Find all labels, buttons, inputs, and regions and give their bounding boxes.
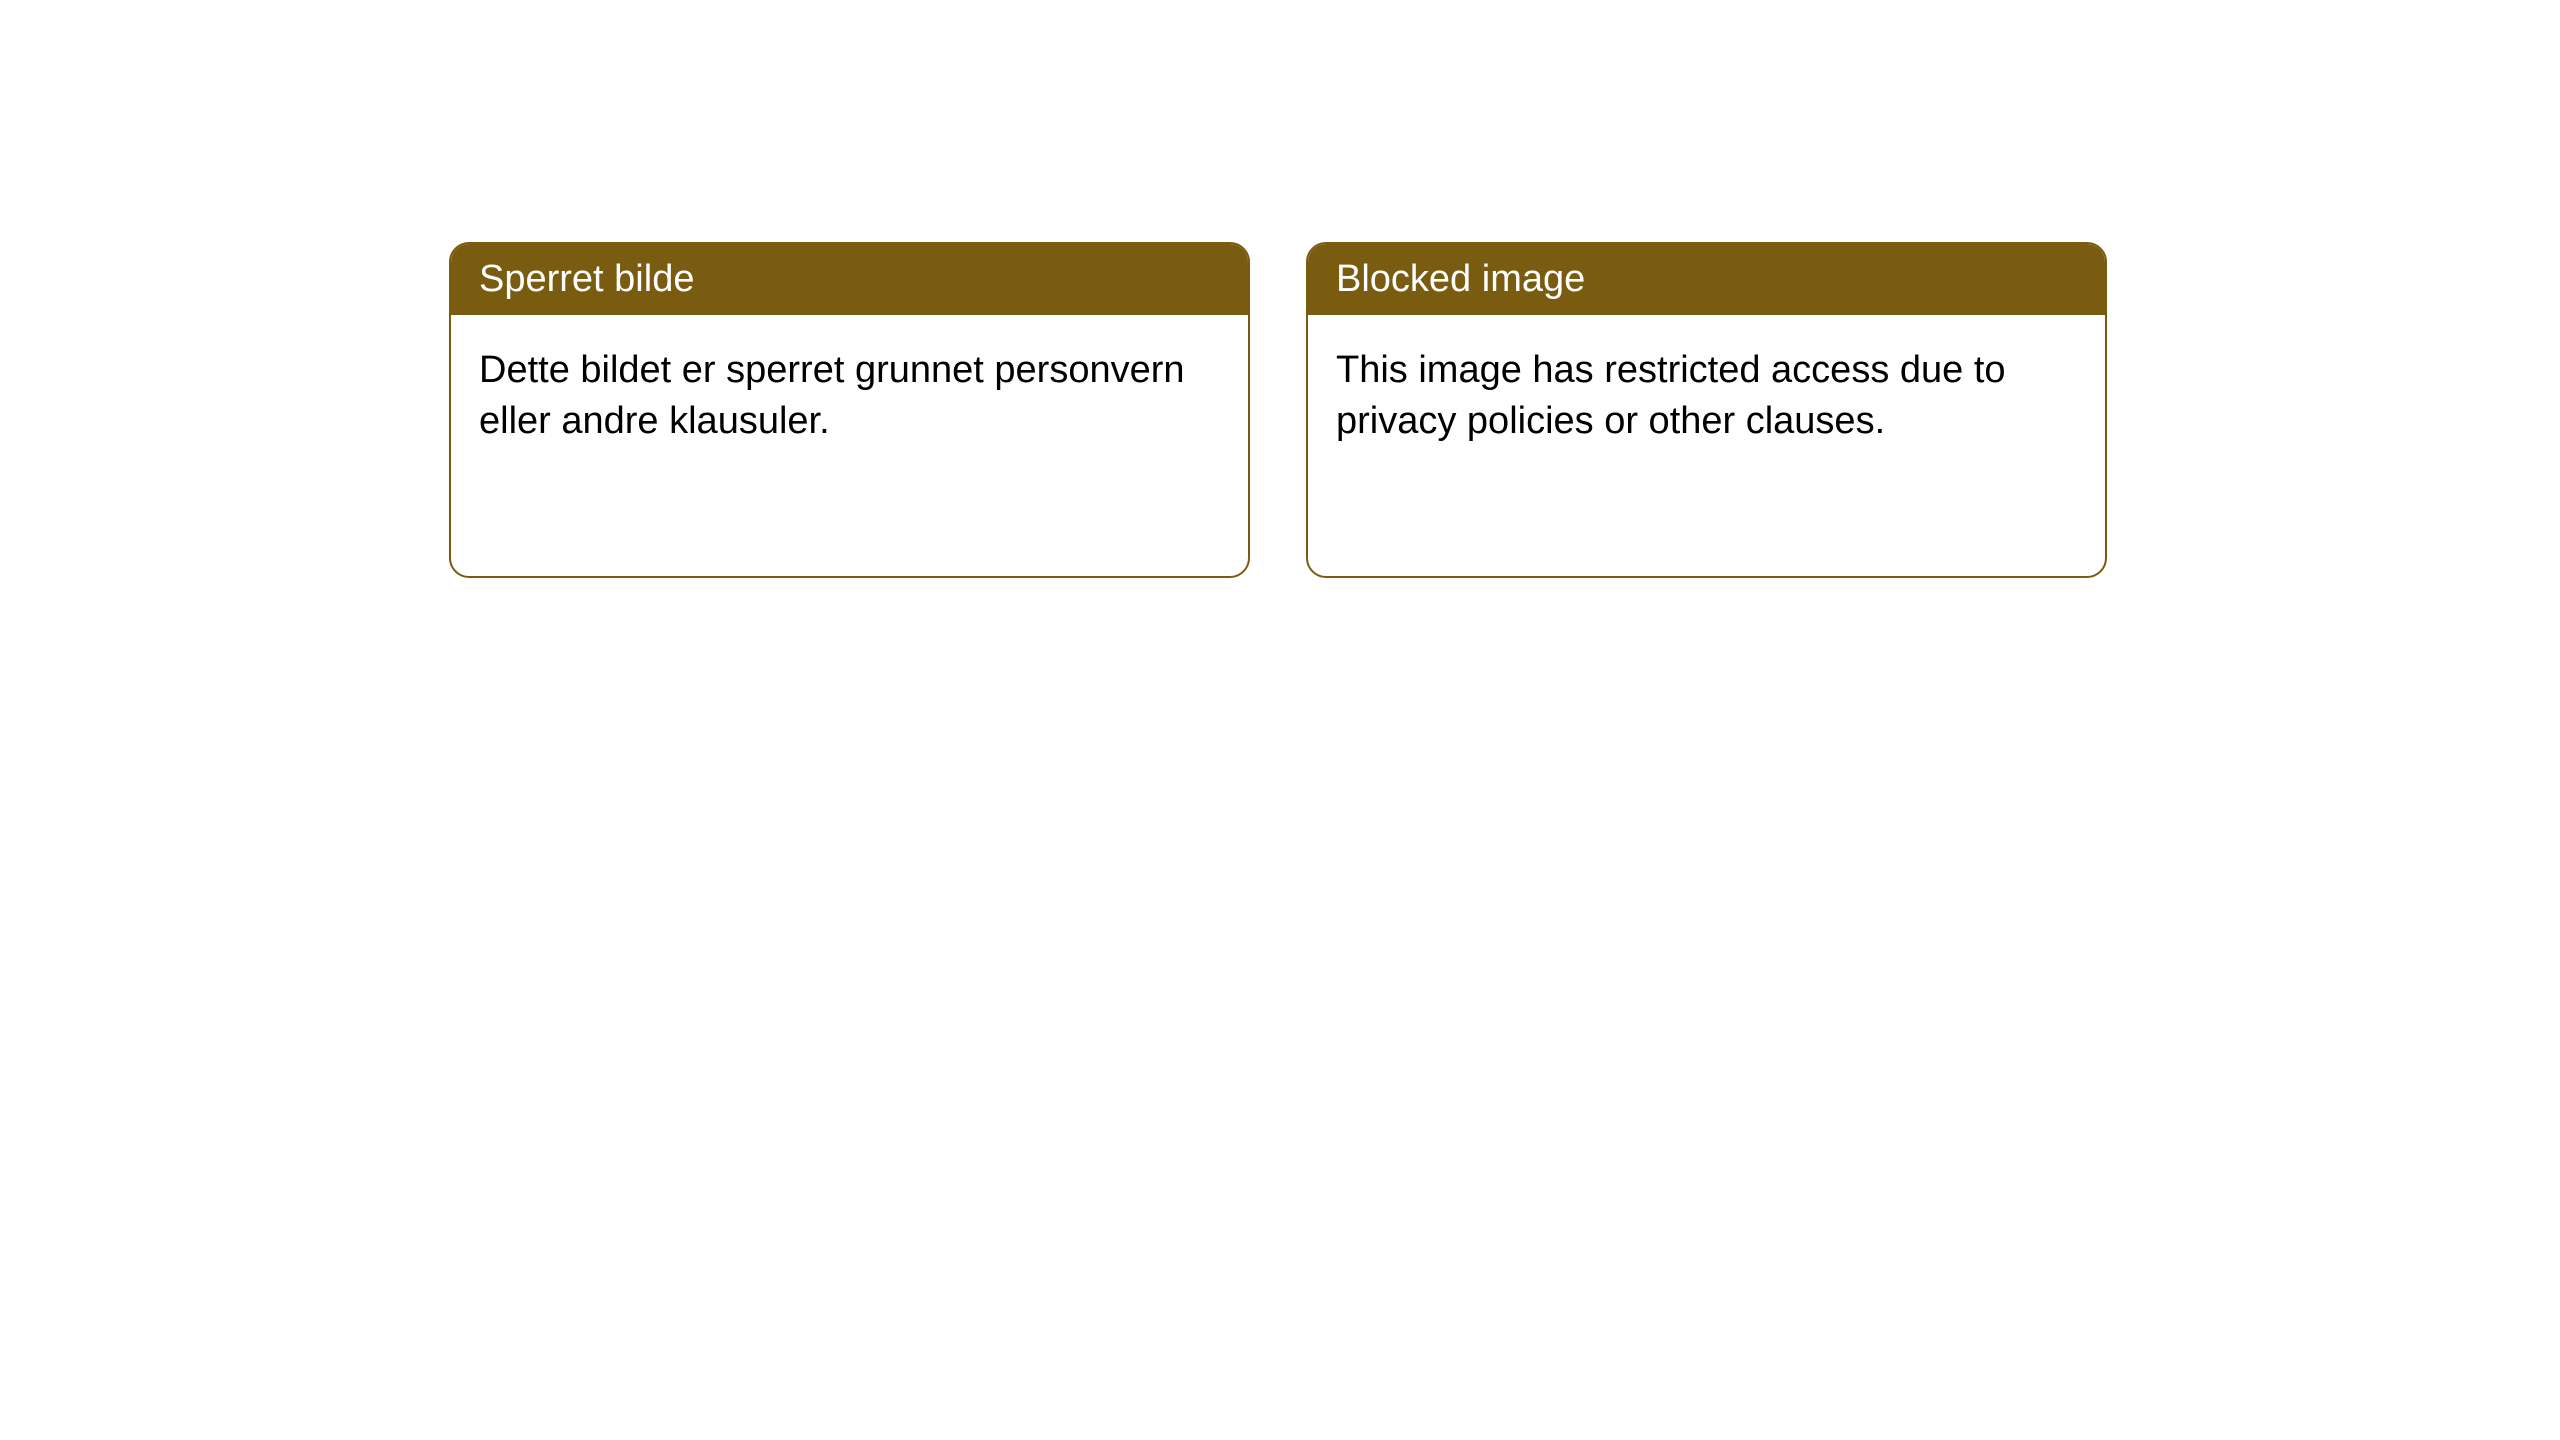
card-body-no: Dette bildet er sperret grunnet personve… [451,315,1248,478]
blocked-image-card-no: Sperret bilde Dette bildet er sperret gr… [449,242,1250,578]
card-body-text: This image has restricted access due to … [1336,349,2006,442]
blocked-image-card-en: Blocked image This image has restricted … [1306,242,2107,578]
card-header-no: Sperret bilde [451,244,1248,315]
card-header-text: Blocked image [1336,258,1585,300]
card-header-text: Sperret bilde [479,258,694,300]
notice-cards-container: Sperret bilde Dette bildet er sperret gr… [449,242,2107,578]
card-body-en: This image has restricted access due to … [1308,315,2105,478]
card-body-text: Dette bildet er sperret grunnet personve… [479,349,1185,442]
card-header-en: Blocked image [1308,244,2105,315]
